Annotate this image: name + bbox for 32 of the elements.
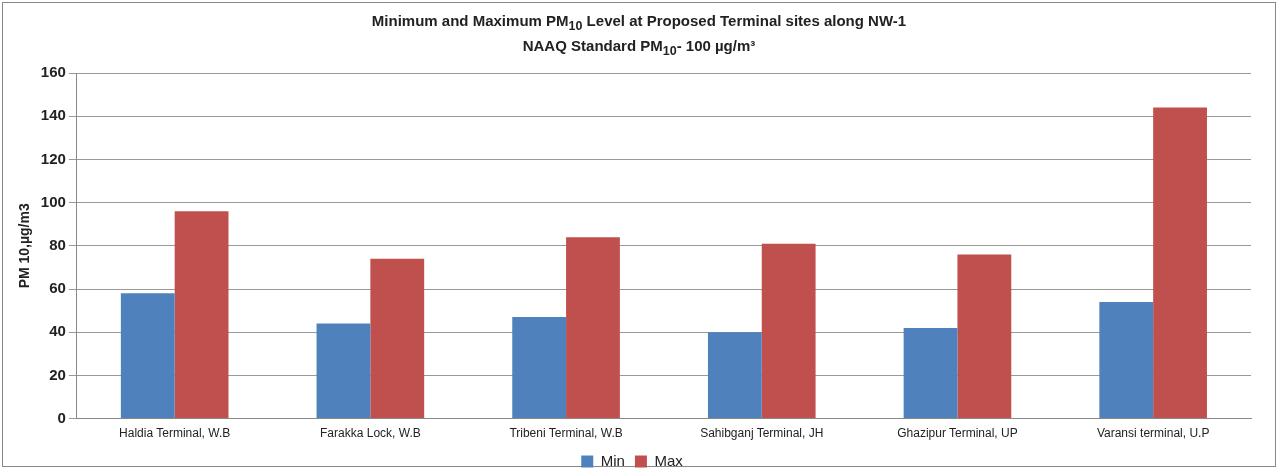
x-tick-label: Farakka Lock, W.B <box>320 426 421 441</box>
y-tick-label: 0 <box>57 408 66 426</box>
legend-label: Min <box>600 451 625 469</box>
y-tick-label: 100 <box>40 192 66 210</box>
bar <box>370 258 425 419</box>
x-tick-label: Haldia Terminal, W.B <box>119 426 231 441</box>
bar <box>957 254 1012 419</box>
y-axis-title: PM 10,µg/m3 <box>16 203 33 289</box>
bar <box>120 293 175 419</box>
legend-label: Max <box>654 451 684 469</box>
bar <box>174 211 229 419</box>
x-tick-label: Varansi terminal, U.P <box>1096 426 1210 441</box>
bar <box>316 323 371 419</box>
bar <box>566 237 620 419</box>
bar <box>1153 107 1207 419</box>
bar <box>761 243 816 419</box>
bar <box>512 317 567 419</box>
y-tick-label: 40 <box>49 322 66 340</box>
chart-title: Minimum and Maximum PM$_{10}$ Level at Proposed Terminal sites along NW-1 <box>370 11 908 35</box>
bar <box>707 332 762 419</box>
y-tick-label: 160 <box>40 63 66 81</box>
y-tick-label: 140 <box>40 106 66 124</box>
y-tick-label: 120 <box>40 149 66 167</box>
x-tick-label: Tribeni Terminal, W.B <box>509 426 623 441</box>
y-tick-label: 60 <box>49 279 66 297</box>
y-tick-label: 20 <box>49 365 66 383</box>
chart-subtitle: NAAQ Standard PM$_{10}$- 100 µg/m³ <box>521 36 757 60</box>
x-tick-label: Sahibganj Terminal, JH <box>700 426 824 441</box>
bar <box>1099 301 1154 419</box>
x-tick-label: Ghazipur Terminal, UP <box>897 426 1018 441</box>
bar <box>903 327 958 419</box>
y-tick-label: 80 <box>49 235 66 253</box>
